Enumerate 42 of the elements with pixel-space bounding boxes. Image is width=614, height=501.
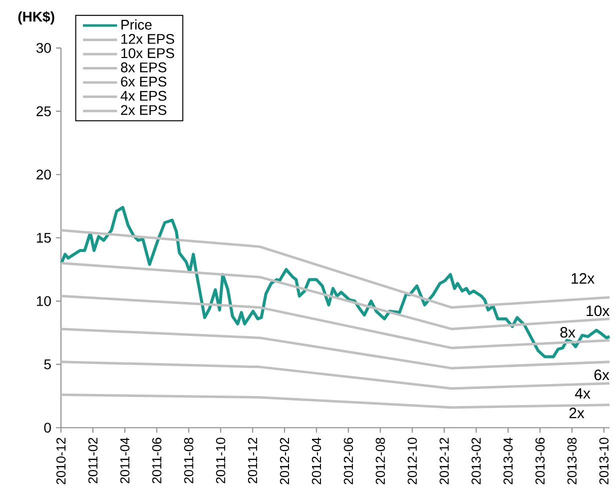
x-tick-label: 2011-10 [216,438,226,484]
legend-label: 6x EPS [121,76,166,87]
annotation: 10x [586,306,610,316]
line-series [60,360,611,390]
x-tick-label: 2011-04 [120,438,130,484]
x-tick-label: 2013-06 [535,438,545,484]
legend-label: Price [121,20,152,30]
annotation: 8x [560,327,576,338]
x-tick-label: 2011-08 [184,438,194,484]
x-tick-label: 2012-12 [440,438,449,484]
line-series [60,294,611,350]
annotation: 6x [594,370,610,380]
x-tick-label: 2013-02 [472,438,481,484]
x-tick-label: 2012-10 [408,438,417,484]
x-tick-label: 2012-02 [280,438,290,484]
x-tick-label: 2011-12 [248,438,258,484]
y-tick-label: 10 [36,296,51,306]
legend-label: 10x EPS [121,48,174,58]
y-axis-title: (HK$) [18,11,54,25]
y-tick-label: 25 [36,106,51,116]
y-tick-label: 20 [36,170,51,180]
y-tick-label: 0 [44,422,51,433]
annotation: 2x [569,408,584,418]
annotation: 12x [572,273,595,284]
x-tick-label: 2012-04 [312,438,322,484]
x-tick-label: 2011-06 [152,438,162,484]
legend-label: 12x EPS [121,34,174,44]
legend-label: 4x EPS [120,91,166,101]
x-tick-label: 2013-04 [503,438,513,484]
x-tick-label: 2013-10 [599,438,609,484]
x-tick-label: 2010-12 [56,438,66,484]
legend-label: 2x EPS [121,105,166,116]
legend-label: 8x EPS [120,62,166,73]
y-tick-label: 5 [44,360,51,370]
y-tick-label: 30 [36,43,51,54]
annotation: 4x [575,388,590,399]
y-tick-label: 15 [36,233,51,243]
x-tick-label: 2012-06 [344,438,354,484]
x-tick-label: 2012-08 [376,438,385,484]
x-tick-label: 2011-02 [88,438,98,484]
line-series [60,328,611,370]
x-tick-label: 2013-08 [567,438,577,484]
